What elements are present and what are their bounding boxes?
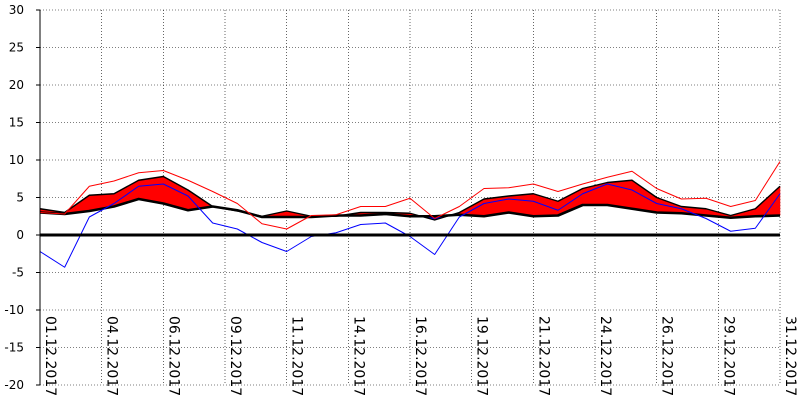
- x-tick-label: 26.12.2017: [659, 316, 675, 396]
- y-tick-label: -20: [4, 378, 24, 392]
- y-tick-label: -10: [4, 303, 24, 317]
- x-tick-label: 09.12.2017: [227, 316, 243, 396]
- x-tick-label: 21.12.2017: [535, 316, 551, 396]
- y-tick-label: -15: [4, 341, 24, 355]
- x-tick-label: 31.12.2017: [782, 316, 798, 396]
- x-tick-label: 19.12.2017: [474, 316, 490, 396]
- y-tick-label: -5: [12, 266, 24, 280]
- y-tick-label: 30: [9, 3, 24, 17]
- x-tick-label: 29.12.2017: [720, 316, 736, 396]
- y-tick-label: 5: [16, 191, 24, 205]
- red-line: [39, 161, 781, 230]
- grid-layer: [39, 9, 781, 386]
- x-tick-label: 16.12.2017: [412, 316, 428, 396]
- axis-layer: [36, 9, 41, 386]
- series-line-layer: [39, 161, 781, 268]
- y-tick-label: 10: [9, 153, 24, 167]
- x-tick-label: 11.12.2017: [289, 316, 305, 396]
- y-tick-label: 25: [9, 41, 24, 55]
- tick-label-layer: -20 -15 -10 -5 0 5 10 15 20 25 30 01.12.2017 04.12.2…: [4, 3, 798, 396]
- x-tick-label: 04.12.2017: [104, 316, 120, 396]
- x-tick-label: 06.12.2017: [165, 316, 181, 396]
- x-tick-label: 14.12.2017: [350, 316, 366, 396]
- reference-line: [39, 197, 781, 220]
- x-tick-label: 01.12.2017: [42, 316, 58, 396]
- y-tick-label: 20: [9, 78, 24, 92]
- y-tick-label: 15: [9, 116, 24, 130]
- x-tick-label: 24.12.2017: [597, 316, 613, 396]
- y-tick-label: 0: [16, 228, 24, 242]
- band-edge-line: [39, 175, 781, 221]
